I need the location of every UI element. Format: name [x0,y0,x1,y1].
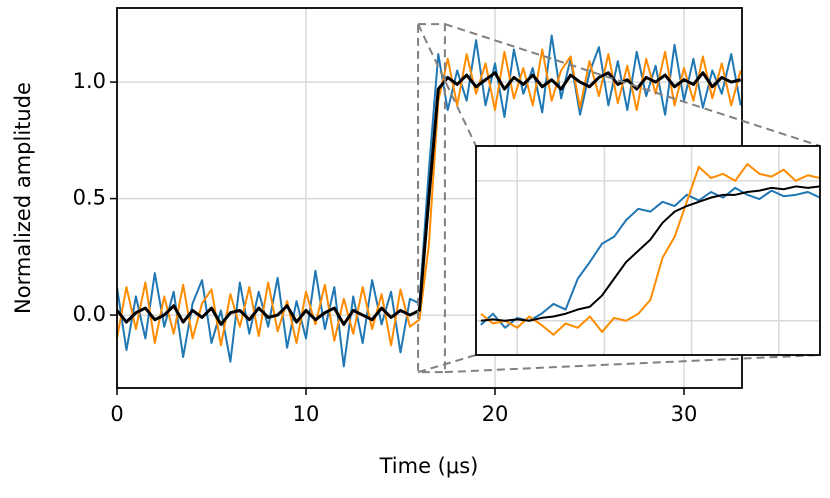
plot-background [476,146,820,355]
zoom-connector [444,23,821,147]
y-tick-label: 0.5 [73,186,106,210]
x-tick-label: 0 [110,402,123,426]
x-tick-label: 20 [482,402,509,426]
series-line [480,163,820,336]
zoom-connector [417,23,477,147]
series-line [117,34,742,368]
series-line [480,186,820,329]
zoom-connector [417,354,477,374]
series-line [117,71,742,326]
x-tick-label: 30 [671,402,698,426]
y-axis-label: Normalized amplitude [11,82,35,314]
y-tick-label: 0.0 [73,302,106,326]
zoom-connector [444,354,821,374]
plot-area [476,146,820,355]
series-line [117,48,742,347]
x-tick-label: 10 [293,402,320,426]
series-line [480,185,820,322]
plot-frame [475,145,821,356]
zoom-region [417,23,446,374]
y-tick-label: 1.0 [73,69,106,93]
x-axis-label: Time (μs) [379,454,479,478]
